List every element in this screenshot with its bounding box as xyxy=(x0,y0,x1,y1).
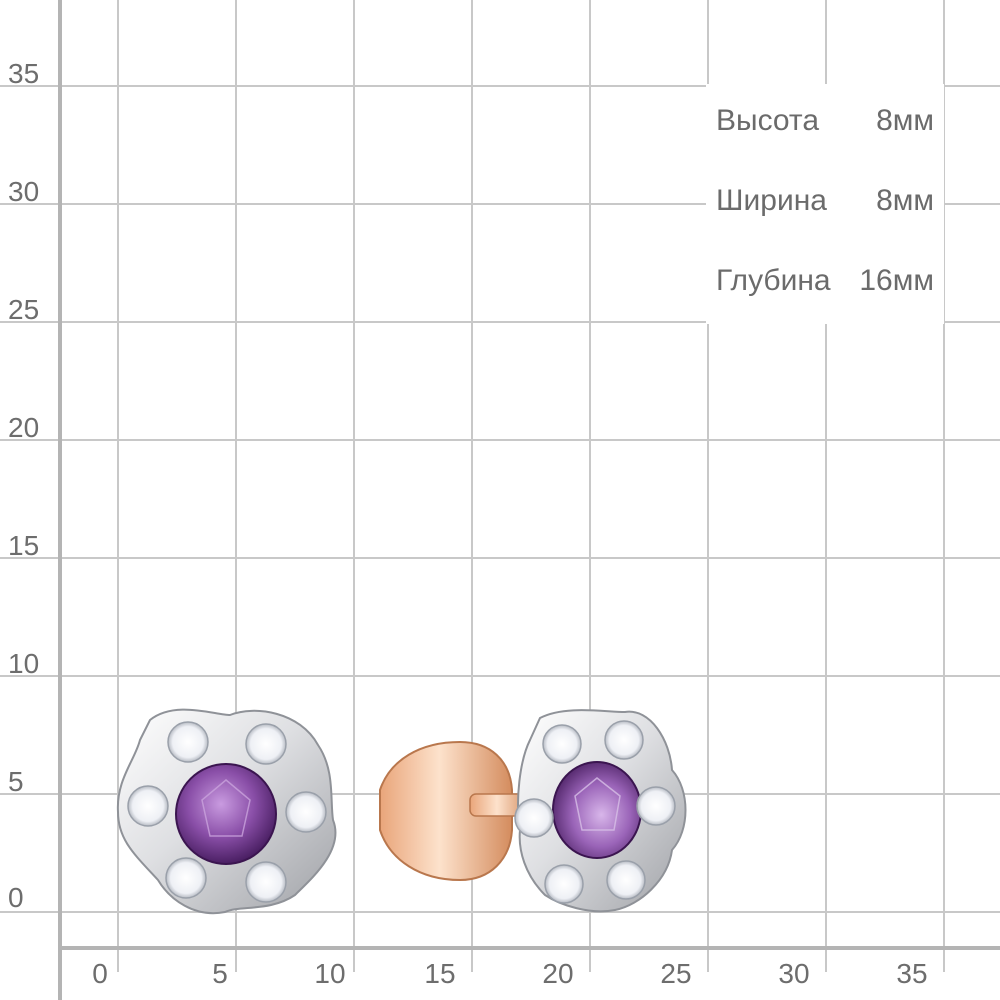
earring-front-view xyxy=(116,708,337,915)
rose-gold-clutch xyxy=(379,740,513,882)
amethyst-facet xyxy=(201,779,251,837)
dimension-value: 8мм xyxy=(876,184,934,217)
x-tick-label: 10 xyxy=(314,958,346,989)
y-tick-label: 30 xyxy=(8,176,40,207)
earring-side-view xyxy=(379,709,687,913)
side-diamond xyxy=(127,785,169,827)
center-amethyst xyxy=(552,761,642,859)
side-diamond xyxy=(514,798,554,838)
side-diamond xyxy=(245,723,287,765)
y-tick-label: 25 xyxy=(8,294,40,325)
side-diamond xyxy=(167,721,209,763)
dimension-label: Глубина xyxy=(716,264,831,297)
dimension-label: Высота xyxy=(716,104,820,137)
dimension-value: 16мм xyxy=(859,264,934,297)
x-tick-label: 30 xyxy=(778,958,810,989)
center-amethyst xyxy=(175,763,277,865)
y-tick-label: 20 xyxy=(8,412,40,443)
dimension-value: 8мм xyxy=(876,104,934,137)
side-diamond xyxy=(245,861,287,903)
x-tick-label: 20 xyxy=(542,958,574,989)
x-tick-label: 35 xyxy=(896,958,928,989)
x-tick-label: 15 xyxy=(424,958,456,989)
y-tick-label: 5 xyxy=(8,766,24,797)
y-tick-label: 35 xyxy=(8,58,40,89)
amethyst-facet xyxy=(574,777,621,831)
x-tick-label: 5 xyxy=(212,958,228,989)
dimensions-panel: Высота 8мм Ширина 8мм Глубина 16мм xyxy=(706,84,944,324)
side-diamond xyxy=(542,724,582,764)
x-tick-label: 0 xyxy=(92,958,108,989)
y-tick-label: 15 xyxy=(8,530,40,561)
side-diamond xyxy=(604,720,644,760)
y-tick-label: 0 xyxy=(8,882,24,913)
y-tick-label: 10 xyxy=(8,648,40,679)
side-diamond xyxy=(165,857,207,899)
dimension-label: Ширина xyxy=(716,184,827,217)
side-diamond xyxy=(636,786,676,826)
side-diamond xyxy=(544,864,584,904)
x-tick-label: 25 xyxy=(660,958,692,989)
side-diamond xyxy=(285,791,327,833)
side-diamond xyxy=(606,860,646,900)
